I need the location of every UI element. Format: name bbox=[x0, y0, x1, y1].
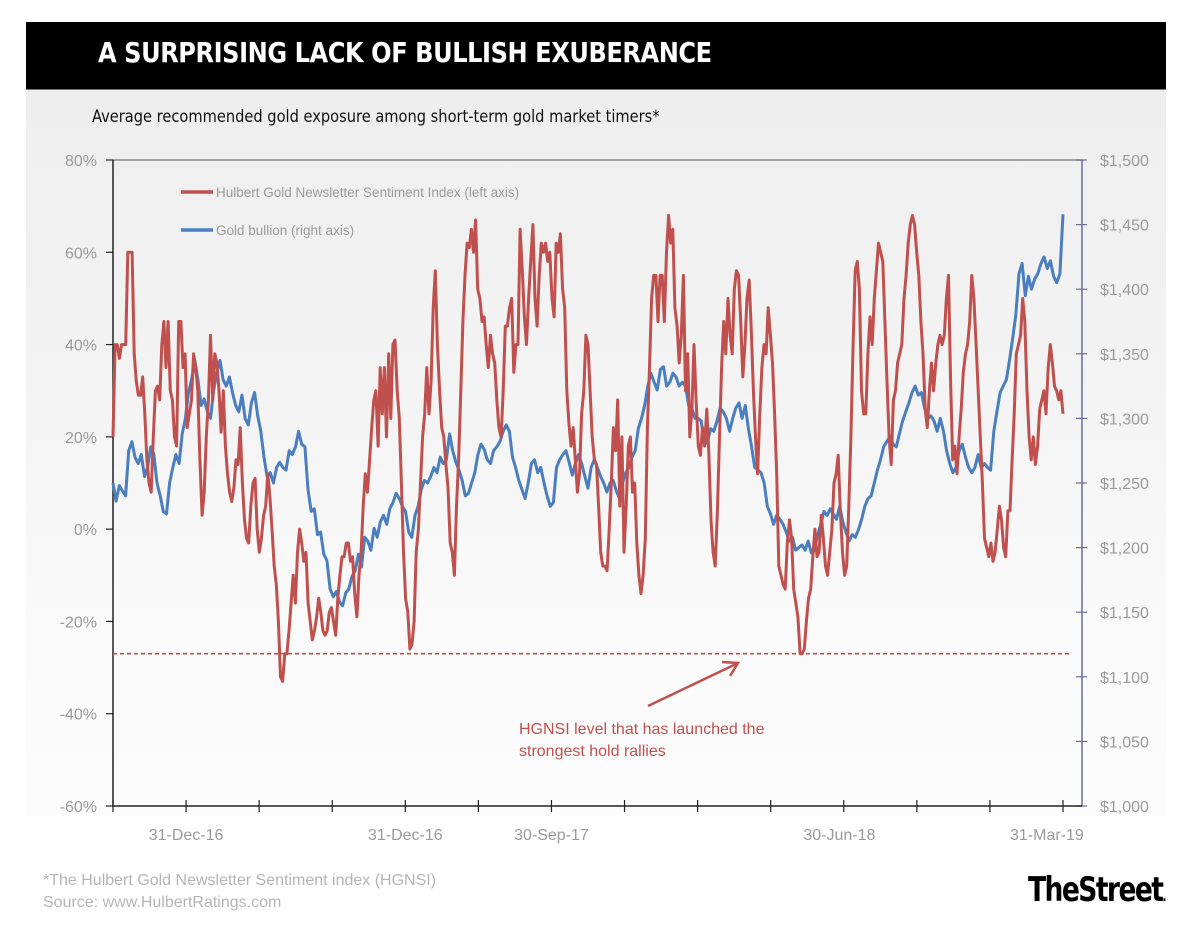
right-axis: $1,500 $1,450 $1,400 $1,350 $1,300 $1,250 $1,2… bbox=[1076, 153, 1149, 816]
left-axis-tick-label: -60% bbox=[60, 799, 97, 816]
footnote-text: *The Hulbert Gold Newsletter Sentiment i… bbox=[43, 872, 437, 889]
right-axis-tick-label: $1,400 bbox=[1100, 282, 1149, 299]
left-axis-tick-label: 60% bbox=[65, 245, 97, 262]
x-axis-tick-label: 31-Mar-19 bbox=[1010, 827, 1084, 844]
series-line-hgnsi bbox=[111, 213, 1065, 683]
left-axis: 80% 60% 40% 20% 0% -20% -40% -60% bbox=[60, 153, 114, 816]
chart-panel bbox=[26, 90, 1166, 816]
left-axis-tick-label: 20% bbox=[65, 430, 97, 447]
brand-logo: TheStreet. bbox=[1028, 870, 1167, 910]
left-axis-tick-label: -40% bbox=[60, 707, 97, 724]
legend: Hulbert Gold Newsletter Sentiment Index … bbox=[181, 185, 519, 238]
left-axis-tick-label: 40% bbox=[65, 338, 97, 355]
series-layer bbox=[111, 213, 1065, 683]
series-line-gold bbox=[111, 214, 1065, 608]
left-axis-tick-label: -20% bbox=[60, 614, 97, 631]
annotation-text-line-1: HGNSI level that has launched the bbox=[519, 721, 765, 738]
legend-label-hgnsi: Hulbert Gold Newsletter Sentiment Index … bbox=[216, 185, 519, 200]
annotation-arrowhead-icon bbox=[721, 660, 741, 677]
legend-label-gold: Gold bullion (right axis) bbox=[216, 223, 354, 238]
right-axis-tick-label: $1,350 bbox=[1100, 347, 1149, 364]
brand-name: TheStreet bbox=[1028, 870, 1164, 910]
chart-subtitle: Average recommended gold exposure among … bbox=[92, 107, 660, 127]
right-axis-tick-label: $1,200 bbox=[1100, 541, 1149, 558]
annotation-text-line-2: strongest hold rallies bbox=[519, 743, 666, 760]
right-axis-tick-label: $1,000 bbox=[1100, 799, 1149, 816]
annotation-arrow-shaft bbox=[647, 662, 737, 708]
x-axis-tick-label: 31-Dec-16 bbox=[149, 827, 224, 844]
source-text: Source: www.HulbertRatings.com bbox=[43, 894, 282, 911]
page-title: A SURPRISING LACK OF BULLISH EXUBERANCE bbox=[98, 36, 712, 69]
right-axis-tick-label: $1,500 bbox=[1100, 153, 1149, 170]
left-axis-tick-label: 80% bbox=[65, 153, 97, 170]
x-axis: 31-Dec-16 31-Dec-16 30-Sep-17 30-Jun-18 31-M… bbox=[112, 800, 1084, 844]
right-axis-tick-label: $1,300 bbox=[1100, 411, 1149, 428]
right-axis-tick-label: $1,100 bbox=[1100, 670, 1149, 687]
right-axis-tick-label: $1,150 bbox=[1100, 605, 1149, 622]
right-axis-tick-label: $1,050 bbox=[1100, 734, 1149, 751]
footnote: *The Hulbert Gold Newsletter Sentiment i… bbox=[43, 870, 436, 914]
x-axis-tick-label: 30-Jun-18 bbox=[803, 827, 875, 844]
x-axis-tick-label: 30-Sep-17 bbox=[514, 827, 589, 844]
brand-dot: . bbox=[1162, 889, 1166, 905]
x-axis-tick-label: 31-Dec-16 bbox=[368, 827, 443, 844]
header-bar: A SURPRISING LACK OF BULLISH EXUBERANCE bbox=[26, 22, 1166, 90]
left-axis-tick-label: 0% bbox=[74, 522, 97, 539]
right-axis-tick-label: $1,250 bbox=[1100, 476, 1149, 493]
right-axis-tick-label: $1,450 bbox=[1100, 218, 1149, 235]
annotation: HGNSI level that has launched the strong… bbox=[519, 660, 765, 760]
